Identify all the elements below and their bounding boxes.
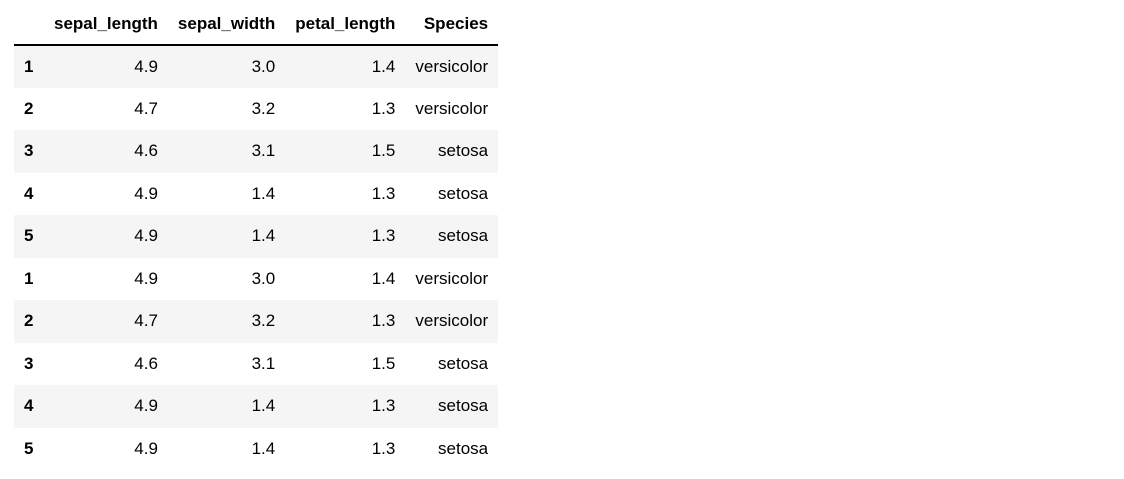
cell-petal-length: 1.3 xyxy=(371,183,396,203)
cell-sepal-width: 3.0 xyxy=(251,56,276,76)
cell-species: versicolor xyxy=(415,311,489,331)
row-index: 4 xyxy=(24,396,34,416)
cell-sepal-width: 3.0 xyxy=(251,268,276,288)
cell-sepal-length: 4.7 xyxy=(134,311,158,331)
cell-species: versicolor xyxy=(415,56,489,76)
table-row: 1 4.9 3.0 1.4 versicolor xyxy=(14,258,498,301)
row-index: 5 xyxy=(24,226,34,246)
column-header-species: Species xyxy=(405,4,499,46)
cell-petal-length: 1.5 xyxy=(371,353,396,373)
cell-species: setosa xyxy=(438,141,489,161)
cell-petal-length: 1.3 xyxy=(371,396,396,416)
table-row: 4 4.9 1.4 1.3 setosa xyxy=(14,173,498,216)
cell-species: setosa xyxy=(438,353,489,373)
cell-petal-length: 1.5 xyxy=(371,141,396,161)
cell-sepal-width: 1.4 xyxy=(251,438,276,458)
cell-species: setosa xyxy=(438,396,489,416)
cell-sepal-length: 4.9 xyxy=(134,268,158,288)
cell-petal-length: 1.3 xyxy=(371,226,396,246)
cell-sepal-length: 4.9 xyxy=(134,396,158,416)
dataframe-output: sepal_length sepal_width petal_length Sp… xyxy=(14,4,499,471)
cell-petal-length: 1.3 xyxy=(371,98,396,118)
column-header-sepal-width: sepal_width xyxy=(167,4,286,46)
cell-sepal-length: 4.7 xyxy=(134,98,158,118)
cell-sepal-length: 4.6 xyxy=(134,141,158,161)
row-index: 1 xyxy=(24,56,34,76)
row-index: 4 xyxy=(24,183,34,203)
table-row: 3 4.6 3.1 1.5 setosa xyxy=(14,130,499,173)
column-header-sepal-length: sepal_length xyxy=(44,4,168,46)
cell-petal-length: 1.3 xyxy=(371,311,396,331)
table-row: 5 4.9 1.4 1.3 setosa xyxy=(14,215,499,258)
dataframe-table: sepal_length sepal_width petal_length Sp… xyxy=(14,4,499,471)
cell-sepal-length: 4.6 xyxy=(134,353,158,373)
cell-sepal-width: 1.4 xyxy=(251,226,276,246)
cell-sepal-length: 4.9 xyxy=(134,226,158,246)
header-row: sepal_length sepal_width petal_length Sp… xyxy=(14,4,499,46)
column-header-petal-length: petal_length xyxy=(285,4,406,46)
cell-petal-length: 1.4 xyxy=(371,56,396,76)
cell-sepal-width: 1.4 xyxy=(251,396,276,416)
row-index: 1 xyxy=(24,268,34,288)
cell-petal-length: 1.4 xyxy=(371,268,396,288)
cell-sepal-width: 3.1 xyxy=(251,141,276,161)
table-row: 3 4.6 3.1 1.5 setosa xyxy=(14,343,498,386)
cell-sepal-width: 3.2 xyxy=(251,311,276,331)
cell-species: setosa xyxy=(438,226,489,246)
cell-sepal-width: 3.1 xyxy=(251,353,276,373)
row-index: 2 xyxy=(24,311,34,331)
row-index: 2 xyxy=(24,98,34,118)
table-row: 1 4.9 3.0 1.4 versicolor xyxy=(14,45,499,88)
cell-petal-length: 1.3 xyxy=(371,438,396,458)
cell-sepal-width: 3.2 xyxy=(251,98,276,118)
row-index: 3 xyxy=(24,353,34,373)
table-row: 5 4.9 1.4 1.3 setosa xyxy=(14,428,498,471)
table-row: 4 4.9 1.4 1.3 setosa xyxy=(14,385,499,428)
cell-species: setosa xyxy=(438,183,489,203)
cell-species: versicolor xyxy=(415,268,489,288)
cell-species: setosa xyxy=(438,438,489,458)
index-column-header xyxy=(14,4,44,46)
cell-sepal-length: 4.9 xyxy=(134,438,158,458)
row-index: 3 xyxy=(24,141,34,161)
cell-sepal-length: 4.9 xyxy=(134,183,158,203)
table-header: sepal_length sepal_width petal_length Sp… xyxy=(14,4,499,46)
table-row: 2 4.7 3.2 1.3 versicolor xyxy=(14,300,499,343)
table-row: 2 4.7 3.2 1.3 versicolor xyxy=(14,88,498,131)
row-index: 5 xyxy=(24,438,34,458)
table-body: 1 4.9 3.0 1.4 versicolor 2 4.7 3.2 1.3 versicolor… xyxy=(14,45,499,471)
cell-species: versicolor xyxy=(415,98,489,118)
cell-sepal-length: 4.9 xyxy=(134,56,158,76)
cell-sepal-width: 1.4 xyxy=(251,183,276,203)
